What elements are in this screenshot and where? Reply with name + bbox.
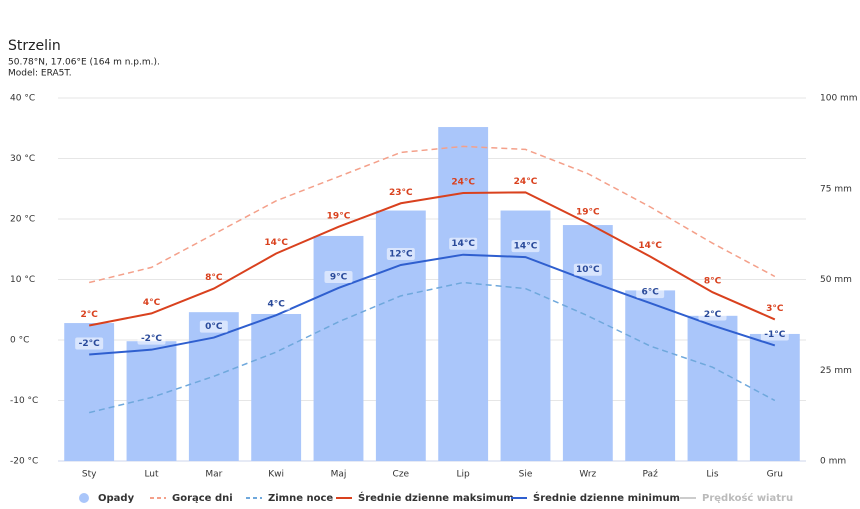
y2-tick-label: 75 mm bbox=[820, 184, 852, 194]
line bbox=[88, 191, 776, 327]
legend-label[interactable]: Opady bbox=[98, 493, 135, 504]
y-tick-label: 0 °C bbox=[10, 336, 29, 346]
x-tick-label: Sie bbox=[519, 470, 533, 480]
value-label-bg bbox=[511, 240, 540, 253]
value-label: 4°C bbox=[143, 298, 161, 308]
y2-tick-label: 100 mm bbox=[820, 94, 858, 104]
y2-tick-label: 0 mm bbox=[820, 457, 846, 467]
value-label-bg bbox=[760, 328, 789, 341]
value-label: 6°C bbox=[641, 288, 659, 298]
x-tick-label: Lis bbox=[706, 470, 719, 480]
value-label: -2°C bbox=[141, 334, 162, 344]
bar bbox=[500, 210, 551, 461]
value-label-bg bbox=[199, 320, 228, 333]
bar bbox=[126, 341, 177, 461]
x-tick-label: Paź bbox=[643, 470, 659, 480]
value-label-bg bbox=[573, 263, 602, 276]
bar bbox=[625, 290, 676, 461]
line bbox=[88, 145, 776, 284]
bar bbox=[749, 333, 800, 461]
value-label-bg bbox=[262, 298, 291, 311]
bar bbox=[687, 315, 738, 461]
x-tick-label: Gru bbox=[767, 470, 783, 480]
value-label: -2°C bbox=[79, 339, 100, 349]
y2-tick-label: 25 mm bbox=[820, 366, 852, 376]
value-label: 3°C bbox=[766, 304, 784, 314]
value-label-bg bbox=[698, 308, 727, 321]
y-tick-label: 10 °C bbox=[10, 275, 35, 285]
value-label: 24°C bbox=[451, 177, 475, 187]
legend-label[interactable]: Zimne noce bbox=[268, 493, 333, 504]
value-label: 23°C bbox=[389, 188, 413, 198]
y2-tick-label: 50 mm bbox=[820, 275, 852, 285]
chart-subtitle: Model: ERA5T. bbox=[8, 69, 72, 79]
value-label: 12°C bbox=[389, 249, 413, 259]
value-label-bg bbox=[75, 337, 104, 350]
value-label: 8°C bbox=[205, 273, 223, 283]
bar bbox=[188, 312, 239, 461]
line bbox=[88, 281, 776, 414]
value-label-bg bbox=[449, 237, 478, 250]
value-label: 24°C bbox=[514, 177, 538, 187]
bar bbox=[313, 235, 364, 461]
bar bbox=[251, 313, 302, 461]
x-tick-label: Lip bbox=[457, 470, 471, 480]
y-tick-label: 30 °C bbox=[10, 154, 35, 164]
legend-label[interactable]: Gorące dni bbox=[172, 493, 233, 504]
bar bbox=[438, 127, 489, 461]
value-label: 2°C bbox=[704, 310, 722, 320]
legend-label[interactable]: Średnie dzienne maksimum bbox=[358, 491, 514, 504]
y-tick-label: -20 °C bbox=[10, 457, 38, 467]
value-label: 4°C bbox=[267, 300, 285, 310]
x-tick-label: Kwi bbox=[268, 470, 284, 480]
value-label: 19°C bbox=[327, 211, 351, 221]
value-label: 0°C bbox=[205, 322, 223, 332]
y-tick-label: 20 °C bbox=[10, 215, 35, 225]
legend-label[interactable]: Prędkość wiatru bbox=[702, 492, 793, 504]
legend-symbol bbox=[79, 493, 89, 503]
x-tick-label: Maj bbox=[331, 470, 347, 480]
value-label-bg bbox=[324, 270, 353, 283]
value-label-bg bbox=[386, 247, 415, 260]
x-tick-label: Lut bbox=[144, 470, 159, 480]
x-tick-label: Mar bbox=[205, 470, 222, 480]
value-label-bg bbox=[137, 332, 166, 345]
value-label: 8°C bbox=[704, 277, 722, 287]
value-label: 9°C bbox=[330, 272, 348, 282]
x-tick-label: Cze bbox=[393, 470, 410, 480]
bar bbox=[562, 225, 613, 461]
x-tick-label: Wrz bbox=[579, 470, 596, 480]
value-label: 2°C bbox=[80, 310, 98, 320]
value-label: 14°C bbox=[514, 242, 538, 252]
value-label: 14°C bbox=[638, 241, 662, 251]
chart-title: Strzelin bbox=[8, 38, 61, 54]
line bbox=[89, 253, 776, 356]
value-label: 14°C bbox=[451, 239, 475, 249]
y-tick-label: 40 °C bbox=[10, 94, 35, 104]
y-tick-label: -10 °C bbox=[10, 396, 38, 406]
value-label-bg bbox=[636, 286, 665, 299]
value-label: 10°C bbox=[576, 265, 600, 275]
chart-subtitle: 50.78°N, 17.06°E (164 m n.p.m.). bbox=[8, 58, 160, 68]
value-label: -1°C bbox=[764, 330, 785, 340]
value-label: 14°C bbox=[264, 238, 288, 248]
legend-label[interactable]: Średnie dzienne minimum bbox=[533, 491, 680, 504]
value-label: 19°C bbox=[576, 208, 600, 218]
x-tick-label: Sty bbox=[82, 470, 97, 480]
